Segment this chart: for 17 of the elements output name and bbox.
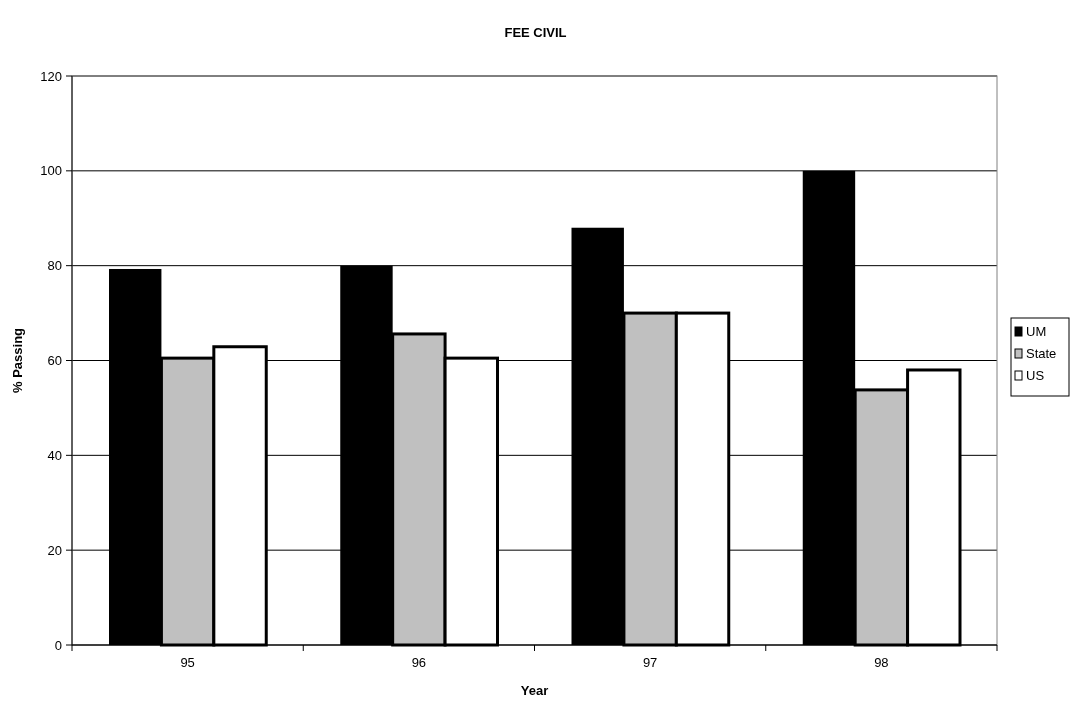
x-tick-label: 97	[642, 655, 658, 670]
y-tick-label: 60	[47, 353, 62, 369]
y-axis-title: % Passing	[10, 327, 25, 394]
x-axis-title: Year	[520, 683, 549, 698]
y-tick-label: 100	[40, 163, 62, 179]
chart-title: FEE CIVIL	[504, 25, 567, 40]
x-tick-label: 96	[411, 655, 427, 670]
legend-label: US	[1026, 368, 1045, 383]
y-tick-label: 40	[47, 447, 62, 463]
legend-label: UM	[1026, 324, 1047, 339]
y-tick-label: 20	[47, 542, 62, 558]
y-tick-label: 80	[47, 258, 62, 274]
legend-label: State	[1026, 346, 1057, 361]
x-tick-label: 98	[874, 655, 889, 670]
y-tick-label: 120	[40, 68, 62, 84]
x-tick-label: 95	[180, 655, 195, 670]
y-tick-label: 0	[54, 637, 62, 653]
